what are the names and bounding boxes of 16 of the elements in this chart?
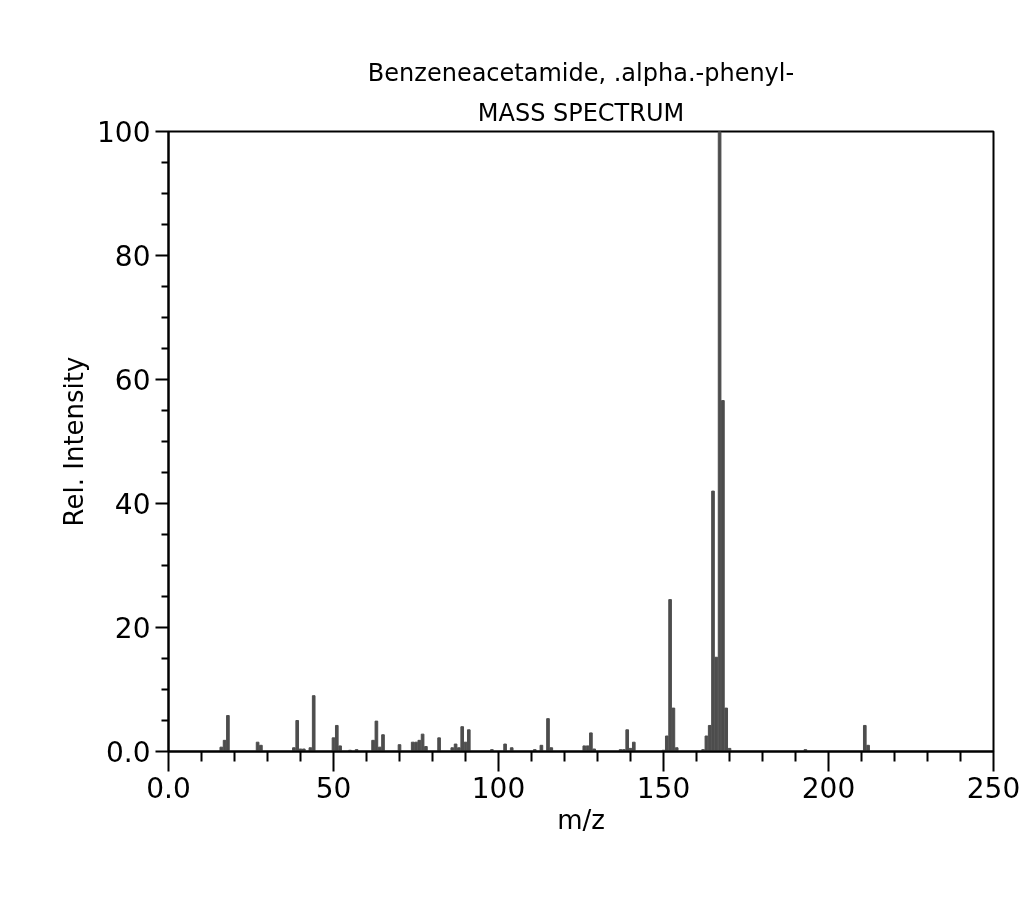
y-tick-label: 20 <box>114 612 151 645</box>
x-tick-label: 250 <box>966 771 1021 805</box>
y-tick-label: 80 <box>114 240 151 273</box>
y-axis-title: Rel. Intensity <box>59 356 90 527</box>
y-tick-label: 60 <box>114 364 151 397</box>
x-tick-label: 200 <box>801 771 856 805</box>
chart-subtitle: MASS SPECTRUM <box>477 98 685 127</box>
x-axis-title: m/z <box>557 804 605 835</box>
x-tick-label: 150 <box>636 771 691 805</box>
y-tick-label: 40 <box>114 488 151 521</box>
x-tick-label: 50 <box>315 771 352 805</box>
x-tick-label: 100 <box>471 771 526 805</box>
y-tick-label: 100 <box>97 116 151 149</box>
x-tick-label: 0.0 <box>146 771 191 805</box>
chart-title: Benzeneacetamide, .alpha.-phenyl- <box>367 58 795 87</box>
y-tick-label: 0.0 <box>105 736 151 769</box>
